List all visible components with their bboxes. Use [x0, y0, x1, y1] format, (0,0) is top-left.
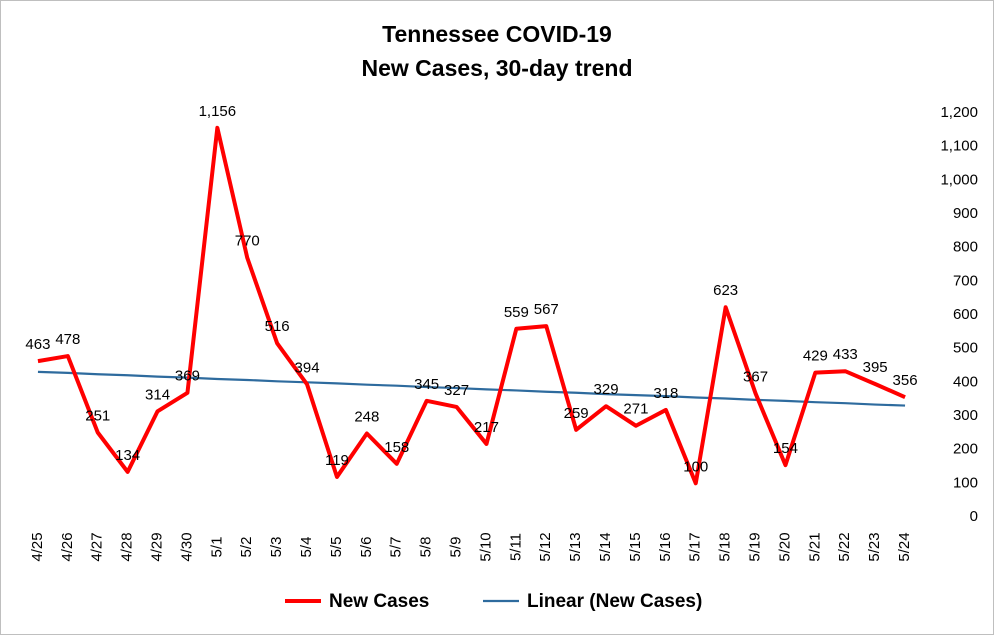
x-tick-label: 5/10	[477, 532, 494, 561]
x-tick-label: 5/23	[866, 532, 883, 561]
x-tick-label: 5/16	[657, 532, 674, 561]
chart-title: Tennessee COVID-19	[382, 21, 612, 47]
chart-subtitle: New Cases, 30-day trend	[361, 55, 632, 81]
data-label: 271	[623, 401, 648, 418]
x-tick-label: 5/9	[448, 537, 465, 558]
data-label: 314	[145, 386, 170, 403]
x-tick-label: 5/15	[627, 532, 644, 561]
data-label: 567	[534, 301, 559, 318]
y-tick-label: 300	[953, 407, 978, 424]
y-tick-label: 600	[953, 306, 978, 323]
y-tick-label: 0	[970, 508, 978, 525]
data-label: 1,156	[199, 103, 237, 120]
y-tick-label: 100	[953, 474, 978, 491]
x-tick-label: 5/24	[896, 532, 913, 561]
data-label: 770	[235, 233, 260, 250]
data-label: 158	[384, 439, 409, 456]
x-tick-label: 5/11	[507, 533, 524, 561]
y-tick-label: 800	[953, 239, 978, 256]
data-label: 429	[803, 348, 828, 365]
trend-line	[37, 370, 906, 407]
data-label: 516	[265, 318, 290, 335]
data-label: 623	[713, 282, 738, 299]
data-label: 356	[893, 372, 918, 389]
data-label: 327	[444, 382, 469, 399]
y-tick-label: 700	[953, 272, 978, 289]
legend-label: New Cases	[329, 591, 429, 612]
x-tick-label: 5/8	[418, 537, 435, 558]
data-label: 248	[354, 408, 379, 425]
y-tick-label: 900	[953, 205, 978, 222]
data-label: 251	[85, 407, 110, 424]
x-tick-label: 5/20	[776, 532, 793, 561]
x-tick-label: 5/13	[567, 532, 584, 561]
data-line	[37, 125, 906, 486]
data-label: 134	[115, 447, 140, 464]
x-tick-label: 5/5	[328, 537, 345, 558]
data-label: 433	[833, 346, 858, 363]
x-tick-label: 5/17	[687, 532, 704, 561]
x-tick-label: 4/28	[119, 532, 136, 561]
x-tick-label: 5/2	[238, 537, 255, 558]
data-label: 217	[474, 419, 499, 436]
data-label: 559	[504, 304, 529, 321]
data-label: 318	[653, 385, 678, 402]
data-label: 154	[773, 440, 798, 457]
x-tick-label: 5/6	[358, 537, 375, 558]
x-tick-label: 5/18	[717, 532, 734, 561]
y-tick-label: 400	[953, 373, 978, 390]
data-label: 395	[863, 359, 888, 376]
x-tick-label: 5/7	[388, 537, 405, 558]
x-tick-label: 5/3	[268, 537, 285, 558]
legend-label: Linear (New Cases)	[527, 591, 702, 612]
data-label: 100	[683, 458, 708, 475]
data-label: 394	[295, 359, 320, 376]
x-tick-label: 5/1	[208, 537, 225, 558]
data-label: 478	[55, 331, 80, 348]
y-tick-label: 1,200	[940, 104, 978, 121]
y-tick-label: 1,000	[940, 171, 978, 188]
data-label: 119	[325, 452, 349, 469]
data-label: 463	[25, 336, 50, 353]
data-label: 345	[414, 376, 439, 393]
x-tick-label: 5/12	[537, 532, 554, 561]
x-tick-label: 4/30	[178, 532, 195, 561]
x-tick-label: 4/25	[29, 532, 46, 561]
data-label: 369	[175, 368, 200, 385]
y-tick-label: 200	[953, 441, 978, 458]
y-tick-label: 500	[953, 340, 978, 357]
x-tick-label: 4/26	[59, 532, 76, 561]
x-tick-label: 5/14	[597, 532, 614, 561]
x-tick-label: 4/29	[149, 532, 166, 561]
x-tick-label: 5/19	[747, 532, 764, 561]
x-tick-label: 5/22	[836, 532, 853, 561]
data-label: 259	[564, 405, 589, 422]
data-label: 367	[743, 368, 768, 385]
data-label: 329	[594, 381, 619, 398]
y-tick-label: 1,100	[940, 138, 978, 155]
x-tick-label: 5/4	[298, 537, 315, 558]
x-tick-label: 4/27	[89, 532, 106, 561]
x-tick-label: 5/21	[806, 532, 823, 561]
